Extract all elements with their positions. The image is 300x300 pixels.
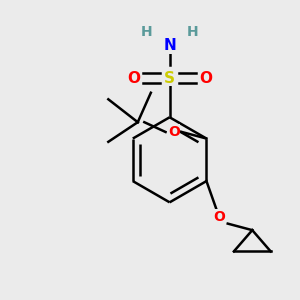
Text: H: H xyxy=(187,25,198,39)
Text: H: H xyxy=(141,25,152,39)
Text: S: S xyxy=(164,70,175,86)
Text: O: O xyxy=(214,210,226,224)
Text: O: O xyxy=(199,70,212,86)
Text: N: N xyxy=(163,38,176,53)
Text: O: O xyxy=(168,125,180,139)
Text: O: O xyxy=(127,70,140,86)
